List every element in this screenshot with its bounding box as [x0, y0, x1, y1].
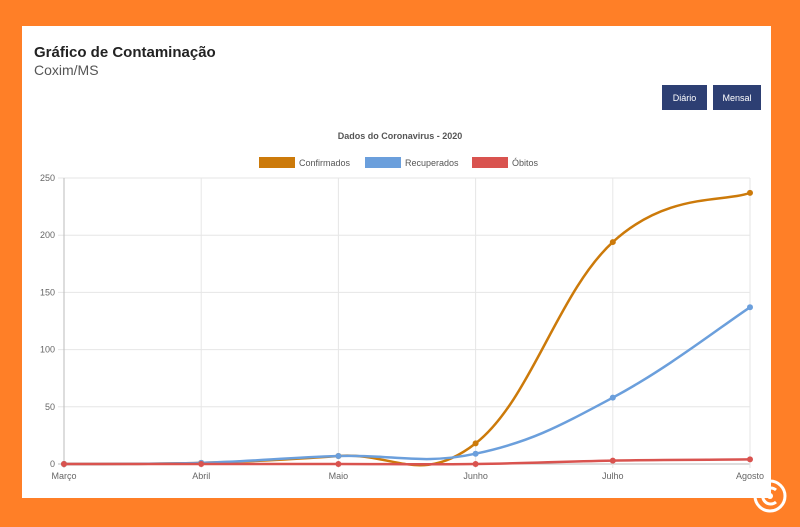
series-points — [61, 189, 753, 467]
x-tick-label: Abril — [192, 471, 210, 481]
legend-swatch — [259, 157, 295, 168]
chart-grid — [58, 177, 751, 468]
data-point[interactable] — [747, 456, 753, 463]
legend-swatch — [472, 157, 508, 168]
chart-title: Dados do Coronavirus - 2020 — [338, 131, 463, 141]
daily-button[interactable]: Diário — [662, 85, 707, 110]
chart-card: Gráfico de Contaminação Coxim/MS Diário … — [22, 26, 771, 498]
data-point[interactable] — [472, 461, 479, 467]
data-point[interactable] — [61, 461, 67, 467]
data-point[interactable] — [335, 461, 342, 467]
series-line-2 — [63, 306, 751, 466]
data-point[interactable] — [472, 450, 479, 457]
line-chart: Dados do Coronavirus - 2020 Confirmados R… — [40, 131, 764, 481]
x-tick-label: Julho — [602, 471, 624, 481]
chart-legend: Confirmados Recuperados Óbitos — [259, 157, 539, 168]
legend-item[interactable]: Confirmados — [259, 157, 351, 168]
page-subtitle: Coxim/MS — [34, 62, 99, 78]
y-tick-label: 200 — [40, 230, 55, 240]
monthly-button[interactable]: Mensal — [713, 85, 761, 110]
y-axis-ticks: 0 50 100 150 200 250 — [40, 173, 55, 469]
legend-label: Confirmados — [299, 158, 351, 168]
data-point[interactable] — [335, 452, 342, 459]
x-tick-label: Junho — [463, 471, 488, 481]
legend-swatch — [365, 157, 401, 168]
series-line-3 — [63, 458, 751, 466]
y-tick-label: 150 — [40, 287, 55, 297]
y-tick-label: 50 — [45, 402, 55, 412]
x-tick-label: Março — [51, 471, 76, 481]
data-point[interactable] — [747, 304, 753, 311]
series-line-1 — [63, 191, 751, 467]
y-tick-label: 100 — [40, 345, 55, 355]
legend-label: Recuperados — [405, 158, 459, 168]
x-axis-ticks: Março Abril Maio Junho Julho Agosto — [51, 471, 764, 481]
brand-logo-icon — [753, 479, 787, 513]
y-tick-label: 250 — [40, 173, 55, 183]
legend-item[interactable]: Recuperados — [365, 157, 459, 168]
legend-item[interactable]: Óbitos — [472, 157, 539, 168]
data-point[interactable] — [609, 394, 616, 401]
series-lines — [63, 191, 751, 467]
data-point[interactable] — [198, 461, 205, 467]
data-point[interactable] — [609, 457, 616, 464]
data-point[interactable] — [747, 189, 753, 196]
y-tick-label: 0 — [50, 459, 55, 469]
page-title: Gráfico de Contaminação — [34, 44, 216, 61]
data-point[interactable] — [472, 440, 479, 447]
data-point[interactable] — [609, 239, 616, 246]
x-tick-label: Agosto — [736, 471, 764, 481]
x-tick-label: Maio — [329, 471, 349, 481]
legend-label: Óbitos — [512, 158, 539, 168]
